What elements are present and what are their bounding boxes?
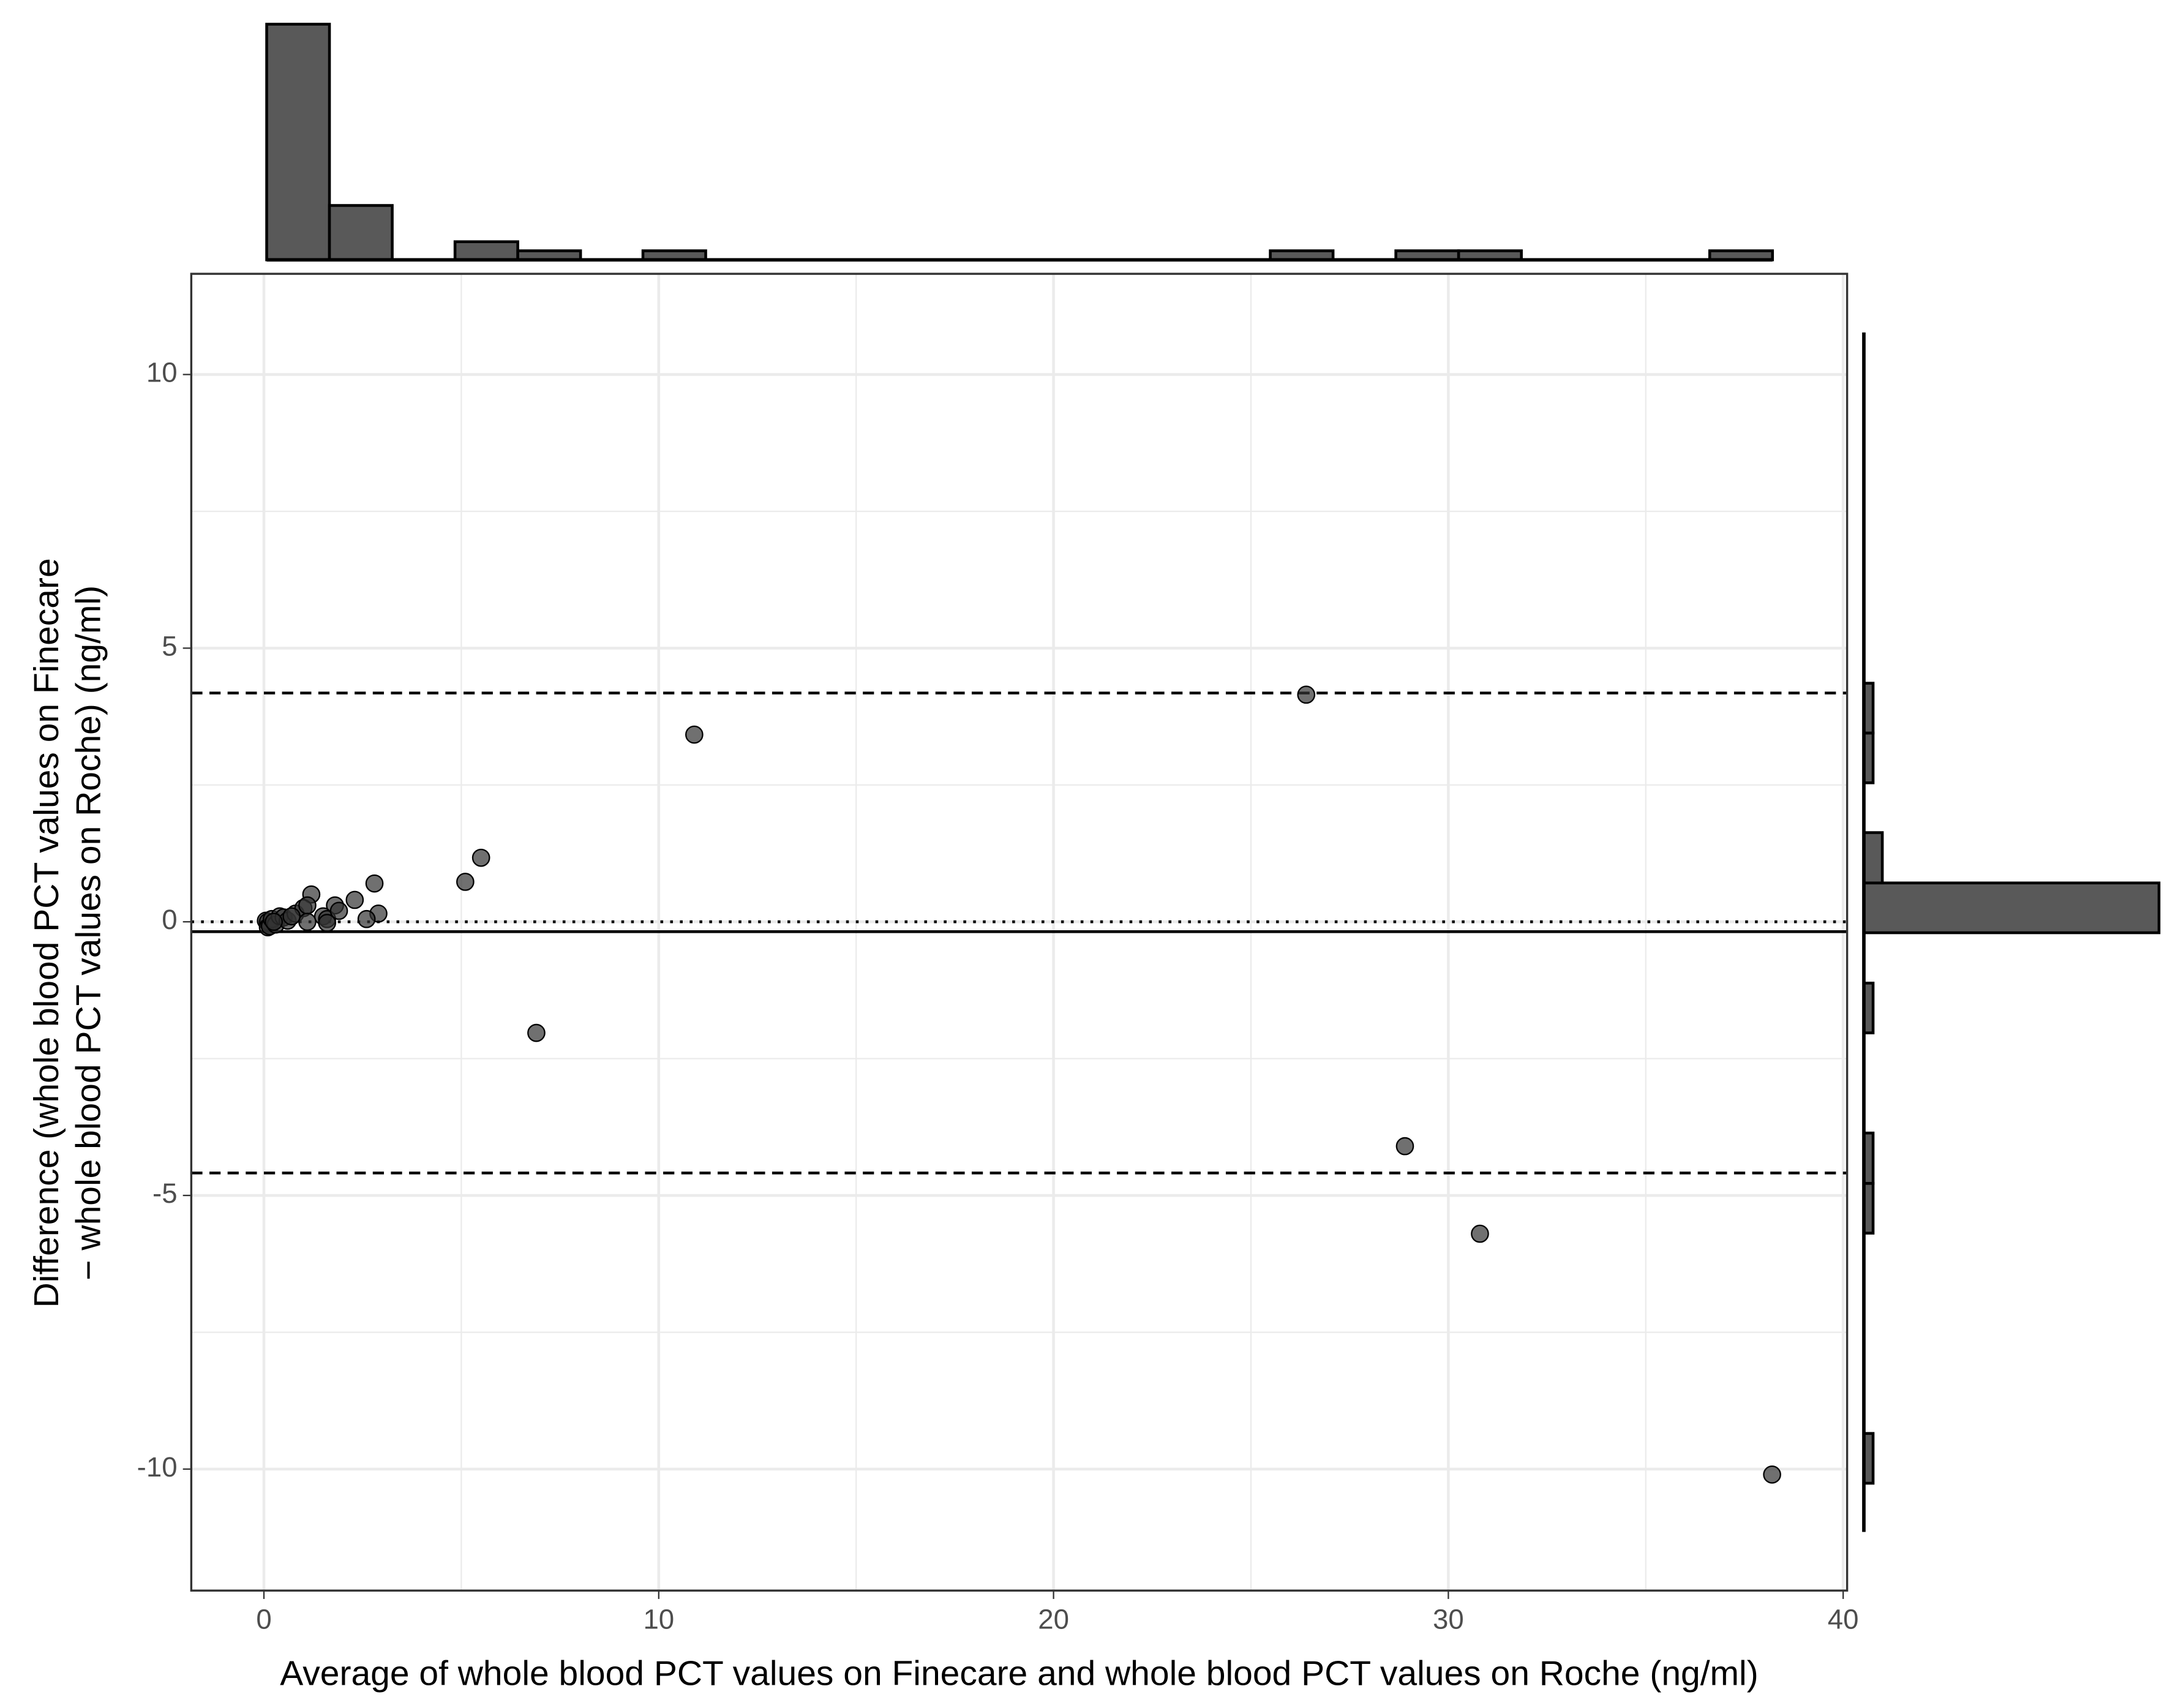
x-tick-label: 40 bbox=[1828, 1603, 1859, 1635]
plot-border bbox=[190, 273, 1849, 1592]
histogram-bar bbox=[1862, 881, 2161, 935]
y-tick-label: 10 bbox=[146, 357, 178, 388]
y-axis-title: Difference (whole blood PCT values on Fi… bbox=[27, 558, 108, 1307]
y-tick-label: 5 bbox=[162, 630, 177, 661]
point bbox=[329, 901, 348, 920]
point bbox=[1763, 1465, 1781, 1484]
point bbox=[1297, 685, 1316, 704]
x-tick-label: 0 bbox=[256, 1603, 271, 1635]
point bbox=[456, 873, 475, 891]
x-tick-label: 30 bbox=[1433, 1603, 1464, 1635]
x-axis-title: Average of whole blood PCT values on Fin… bbox=[280, 1653, 1758, 1693]
point bbox=[265, 912, 283, 931]
y-tick-label: 0 bbox=[162, 904, 177, 935]
histogram-bar bbox=[453, 240, 519, 261]
histogram-bar bbox=[328, 204, 394, 261]
point bbox=[365, 874, 384, 893]
y-axis-title-line: Difference (whole blood PCT values on Fi… bbox=[27, 558, 66, 1307]
point bbox=[471, 848, 490, 867]
y-tick-label: -5 bbox=[152, 1178, 178, 1209]
y-tick-label: -10 bbox=[137, 1451, 178, 1483]
point bbox=[685, 725, 704, 744]
point bbox=[298, 912, 317, 931]
point bbox=[298, 896, 317, 915]
point bbox=[1395, 1137, 1414, 1156]
x-tick-label: 20 bbox=[1038, 1603, 1069, 1635]
point bbox=[1471, 1224, 1489, 1243]
histogram-bar bbox=[265, 23, 331, 261]
point bbox=[282, 907, 301, 926]
x-tick-label: 10 bbox=[643, 1603, 674, 1635]
point bbox=[318, 914, 337, 932]
y-axis-title-line: − whole blood PCT values on Roche) (ng/m… bbox=[69, 585, 108, 1281]
histogram-bar bbox=[1862, 831, 1884, 885]
point bbox=[345, 890, 364, 909]
point bbox=[527, 1023, 546, 1042]
point bbox=[357, 909, 376, 928]
